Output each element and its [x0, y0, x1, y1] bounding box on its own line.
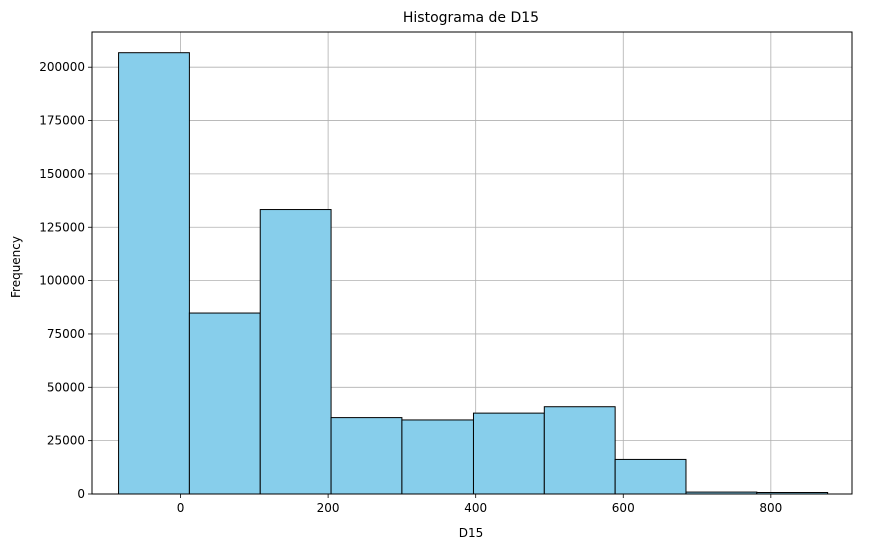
- y-tick-label: 125000: [39, 220, 85, 234]
- bars: [118, 52, 829, 495]
- histogram-bar: [543, 406, 616, 495]
- x-tick-label: 400: [464, 501, 487, 515]
- x-axis-label: D15: [459, 526, 484, 540]
- histogram-bar: [472, 412, 545, 495]
- y-tick-label: 175000: [39, 114, 85, 128]
- x-tick-label: 200: [317, 501, 340, 515]
- y-tick-label: 50000: [47, 380, 85, 394]
- x-axis-ticks: 0 200 400 600 800: [177, 494, 782, 515]
- histogram-bar: [614, 458, 687, 495]
- histogram-bar: [259, 209, 332, 495]
- y-tick-label: 25000: [47, 434, 85, 448]
- histogram-bar: [401, 419, 474, 495]
- x-tick-label: 600: [612, 501, 635, 515]
- plot-frame: [91, 31, 853, 495]
- x-tick-label: 800: [759, 501, 782, 515]
- y-tick-label: 150000: [39, 167, 85, 181]
- y-axis-ticks: 0 25000 50000 75000 100000 125000 150000 175000…: [39, 60, 92, 501]
- histogram-bar: [118, 52, 190, 495]
- y-tick-label: 100000: [39, 274, 85, 288]
- histogram-bar: [188, 312, 261, 495]
- y-tick-label: 75000: [47, 327, 85, 341]
- y-tick-label: 0: [77, 487, 85, 501]
- chart-title: Histograma de D15: [403, 10, 539, 26]
- y-tick-label: 200000: [39, 60, 85, 74]
- histogram-bar: [330, 417, 403, 495]
- y-axis-label: Frequency: [9, 236, 23, 298]
- x-tick-label: 0: [177, 501, 185, 515]
